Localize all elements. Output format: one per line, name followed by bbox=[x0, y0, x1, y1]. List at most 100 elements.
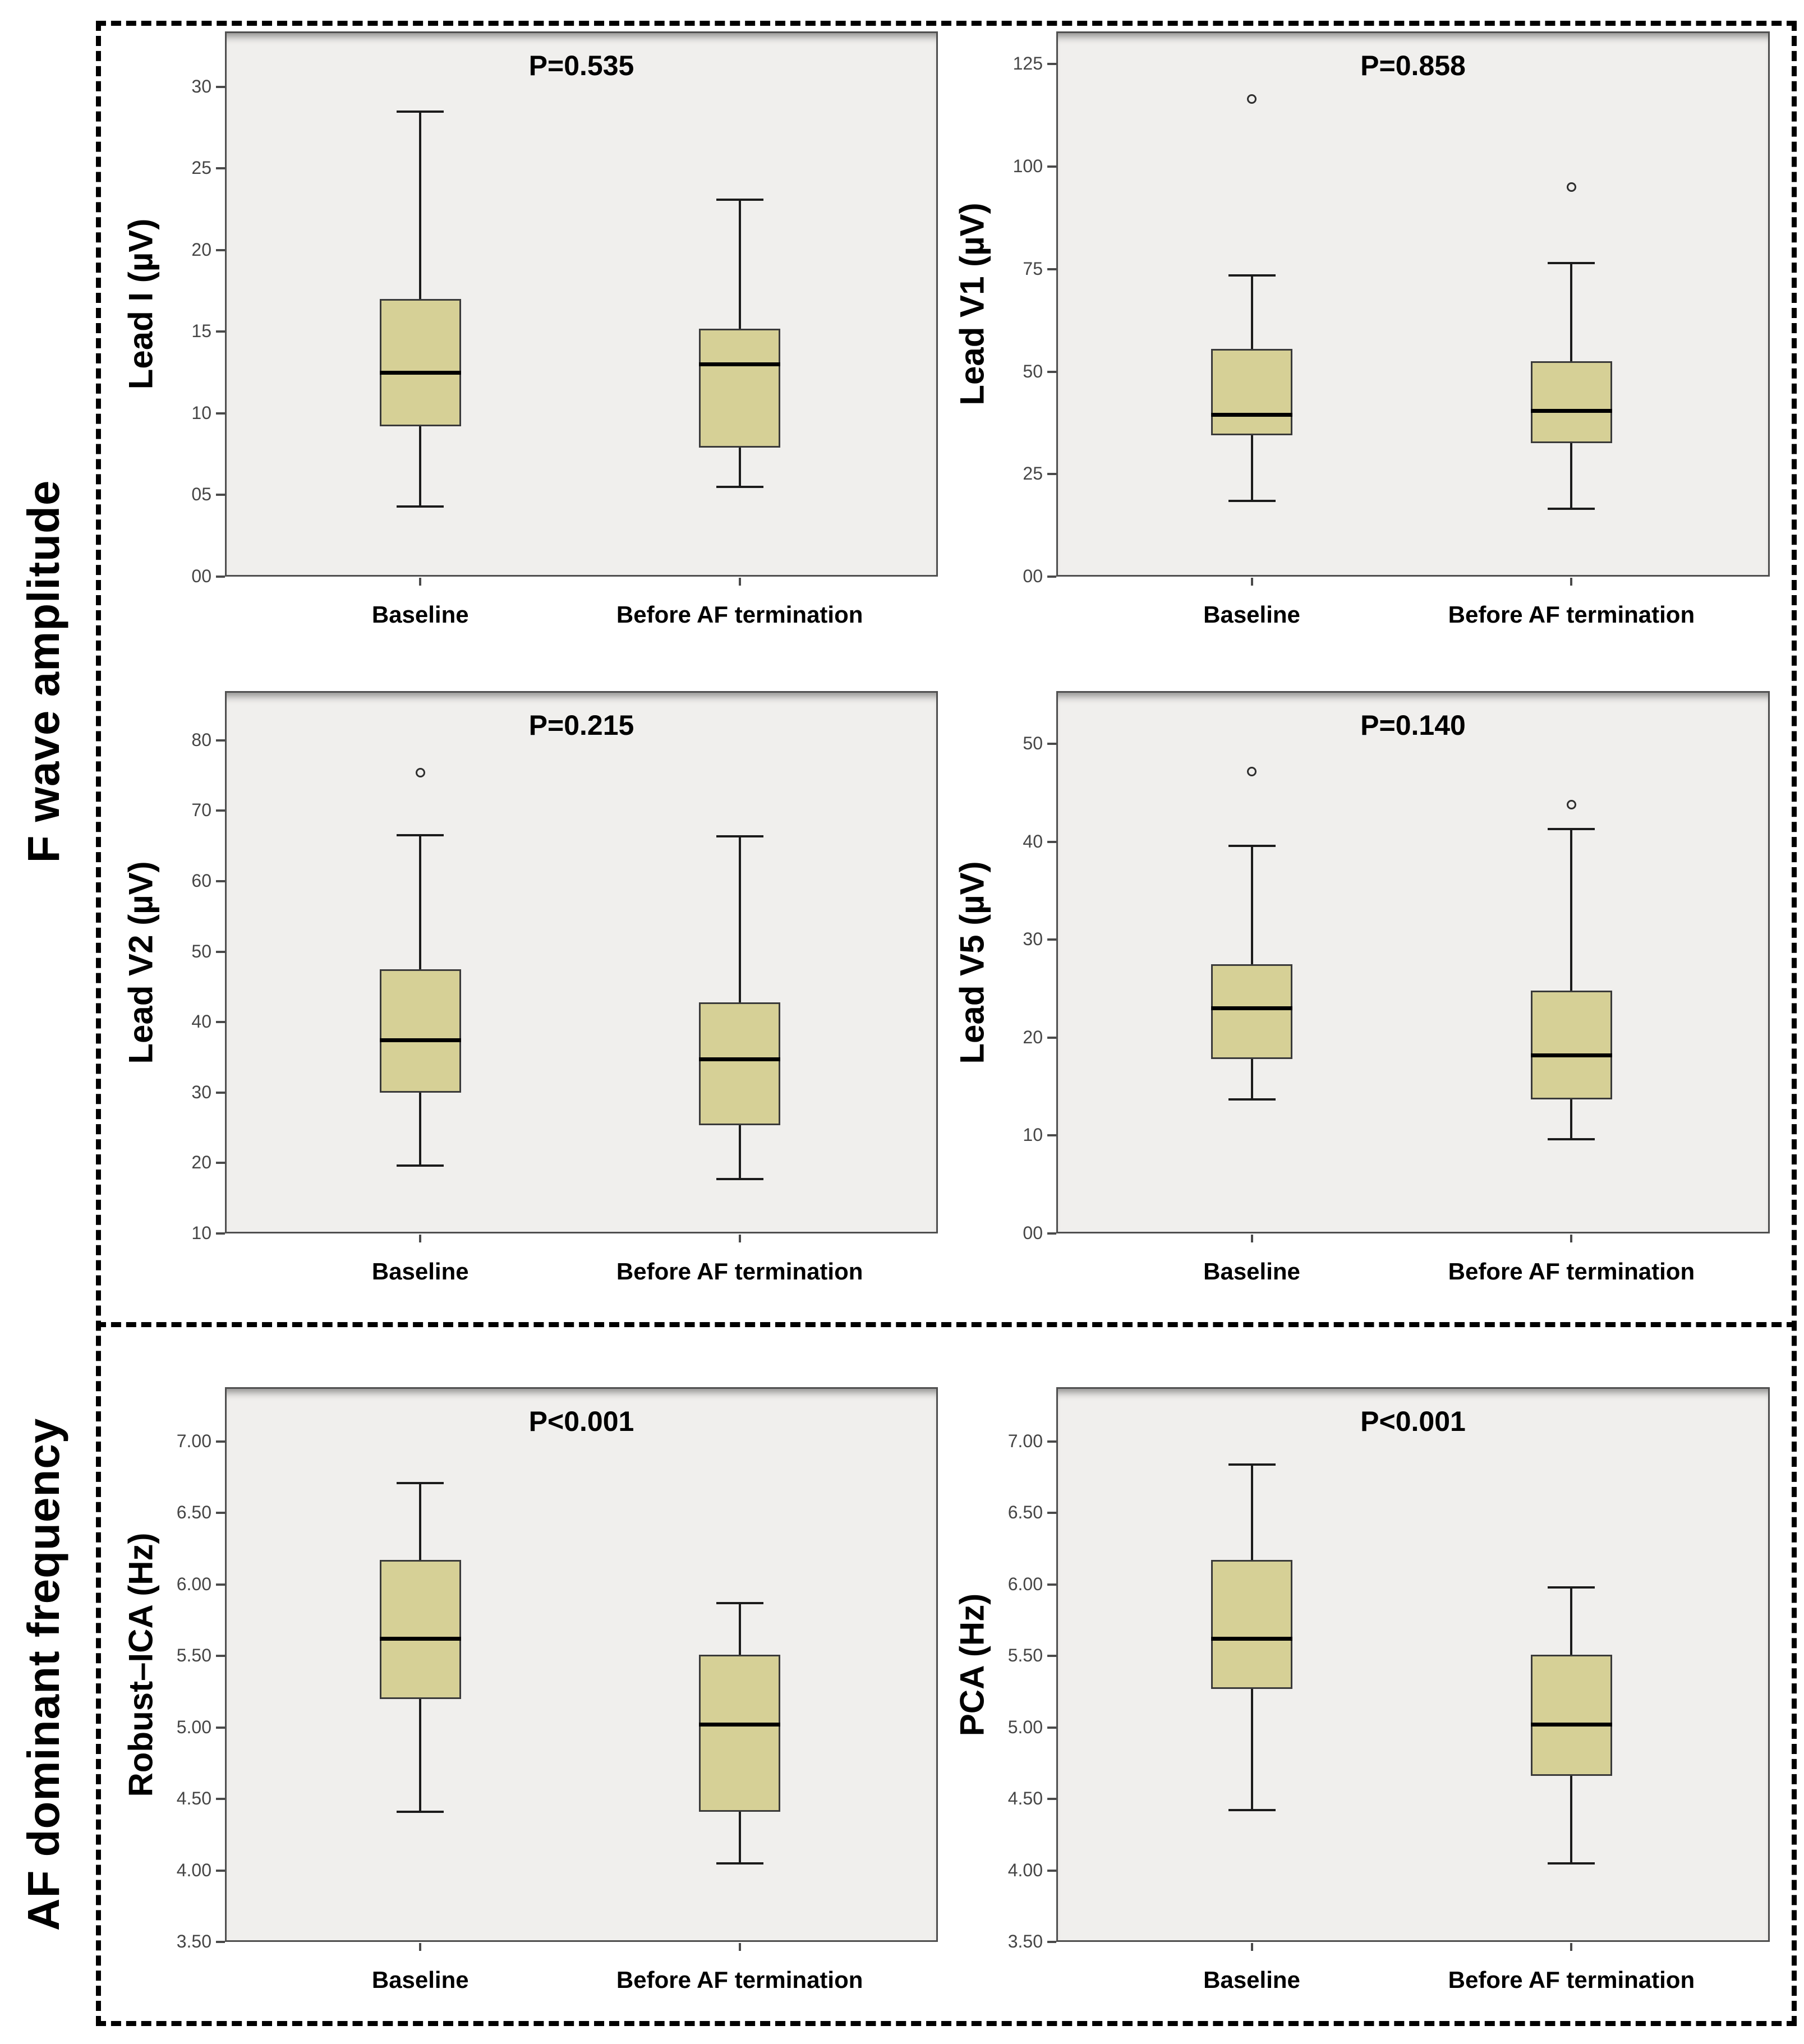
plot-area-lead-v1 bbox=[1056, 31, 1770, 577]
y-tick-label: 25 bbox=[191, 158, 211, 178]
whisker-cap-lower bbox=[1228, 1098, 1276, 1101]
p-value-label: P=0.535 bbox=[528, 50, 634, 81]
x-tick-mark bbox=[419, 578, 422, 586]
median-line bbox=[379, 370, 461, 375]
outlier-point bbox=[415, 768, 425, 778]
y-tick-label: 6.50 bbox=[176, 1502, 211, 1523]
y-tick-mark bbox=[216, 1655, 225, 1658]
x-tick-mark bbox=[738, 1235, 741, 1242]
whisker-cap-upper bbox=[716, 835, 763, 837]
y-tick-label: 75 bbox=[1023, 258, 1043, 279]
x-category-label: Baseline bbox=[371, 601, 469, 628]
iqr-box bbox=[379, 969, 461, 1093]
iqr-box bbox=[1530, 1654, 1612, 1776]
x-tick-mark bbox=[1570, 1943, 1573, 1951]
iqr-box bbox=[1211, 349, 1293, 435]
y-tick-label: 5.50 bbox=[176, 1645, 211, 1666]
y-tick-mark bbox=[216, 1869, 225, 1872]
y-tick-mark bbox=[1047, 1655, 1056, 1658]
whisker-cap-upper bbox=[1548, 1586, 1595, 1589]
y-tick-label: 4.00 bbox=[1007, 1859, 1043, 1880]
y-tick-label: 60 bbox=[191, 871, 211, 891]
whisker-cap-lower bbox=[397, 505, 444, 508]
x-category-label: Baseline bbox=[1203, 601, 1300, 628]
y-tick-mark bbox=[216, 739, 225, 742]
y-tick-mark bbox=[216, 330, 225, 333]
x-category-label: Baseline bbox=[1203, 1258, 1300, 1285]
median-line bbox=[1530, 1723, 1612, 1727]
y-tick-label: 80 bbox=[191, 729, 211, 750]
y-tick-mark bbox=[216, 1583, 225, 1586]
y-tick-label: 6.00 bbox=[1007, 1573, 1043, 1594]
y-tick-label: 30 bbox=[191, 1081, 211, 1102]
whisker-cap-upper bbox=[716, 1601, 763, 1604]
y-tick-mark bbox=[216, 1798, 225, 1801]
whisker-cap-lower bbox=[1228, 1809, 1276, 1812]
x-tick-mark bbox=[419, 1235, 422, 1242]
y-tick-label: 7.00 bbox=[1007, 1430, 1043, 1451]
y-tick-label: 00 bbox=[191, 566, 211, 586]
y-tick-label: 4.50 bbox=[176, 1788, 211, 1809]
y-tick-label: 7.00 bbox=[176, 1430, 211, 1451]
y-tick-mark bbox=[216, 950, 225, 953]
plot-area-pca bbox=[1056, 1387, 1770, 1942]
iqr-box bbox=[1211, 1560, 1293, 1689]
section-divider-dashed bbox=[96, 1322, 1797, 1327]
y-tick-mark bbox=[216, 1726, 225, 1729]
y-tick-mark bbox=[216, 494, 225, 496]
whisker-cap-lower bbox=[1228, 499, 1276, 502]
x-category-label: Baseline bbox=[1203, 1967, 1300, 1993]
x-category-label: Before AF termination bbox=[1448, 601, 1695, 628]
x-category-label: Before AF termination bbox=[616, 601, 863, 628]
iqr-box bbox=[379, 299, 461, 427]
whisker-cap-upper bbox=[1548, 828, 1595, 831]
y-tick-label: 125 bbox=[1013, 53, 1043, 74]
median-line bbox=[1530, 1053, 1612, 1057]
median-line bbox=[379, 1038, 461, 1043]
plot-area-lead-i bbox=[225, 31, 938, 577]
y-tick-label: 6.50 bbox=[1007, 1502, 1043, 1523]
y-tick-mark bbox=[1047, 743, 1056, 745]
whisker-cap-lower bbox=[1548, 508, 1595, 510]
iqr-box bbox=[699, 328, 781, 448]
y-tick-label: 40 bbox=[1023, 831, 1043, 851]
whisker-cap-lower bbox=[397, 1164, 444, 1167]
x-tick-mark bbox=[1250, 1235, 1253, 1242]
y-tick-mark bbox=[216, 880, 225, 883]
y-tick-mark bbox=[1047, 1726, 1056, 1729]
y-tick-label: 00 bbox=[1023, 1223, 1043, 1243]
y-tick-label: 15 bbox=[191, 321, 211, 342]
y-tick-label: 5.00 bbox=[1007, 1716, 1043, 1737]
y-tick-label: 10 bbox=[191, 1223, 211, 1243]
x-tick-mark bbox=[1570, 1235, 1573, 1242]
y-tick-label: 6.00 bbox=[176, 1573, 211, 1594]
y-tick-mark bbox=[216, 1512, 225, 1514]
median-line bbox=[1211, 1637, 1293, 1641]
iqr-box bbox=[699, 1002, 781, 1125]
y-tick-label: 4.50 bbox=[1007, 1788, 1043, 1809]
x-tick-mark bbox=[1250, 578, 1253, 586]
whisker-cap-upper bbox=[397, 110, 444, 113]
y-tick-label: 05 bbox=[191, 484, 211, 505]
whisker-cap-upper bbox=[716, 198, 763, 201]
outlier-point bbox=[1566, 799, 1576, 809]
x-tick-mark bbox=[419, 1943, 422, 1951]
y-tick-mark bbox=[216, 85, 225, 88]
y-tick-label: 3.50 bbox=[176, 1931, 211, 1951]
whisker-cap-lower bbox=[716, 1862, 763, 1865]
y-tick-label: 50 bbox=[1023, 733, 1043, 754]
x-category-label: Before AF termination bbox=[616, 1258, 863, 1285]
section-label-af-dominant-frequency: AF dominant frequency bbox=[19, 1417, 68, 1931]
x-tick-mark bbox=[738, 578, 741, 586]
y-tick-label: 5.50 bbox=[1007, 1645, 1043, 1666]
y-tick-mark bbox=[216, 1021, 225, 1024]
y-tick-mark bbox=[1047, 1036, 1056, 1039]
y-tick-mark bbox=[1047, 268, 1056, 270]
x-tick-mark bbox=[1250, 1943, 1253, 1951]
whisker-line bbox=[1570, 829, 1573, 1140]
y-tick-mark bbox=[216, 576, 225, 578]
median-line bbox=[1211, 1006, 1293, 1011]
median-line bbox=[1211, 412, 1293, 417]
outlier-point bbox=[1247, 94, 1257, 104]
